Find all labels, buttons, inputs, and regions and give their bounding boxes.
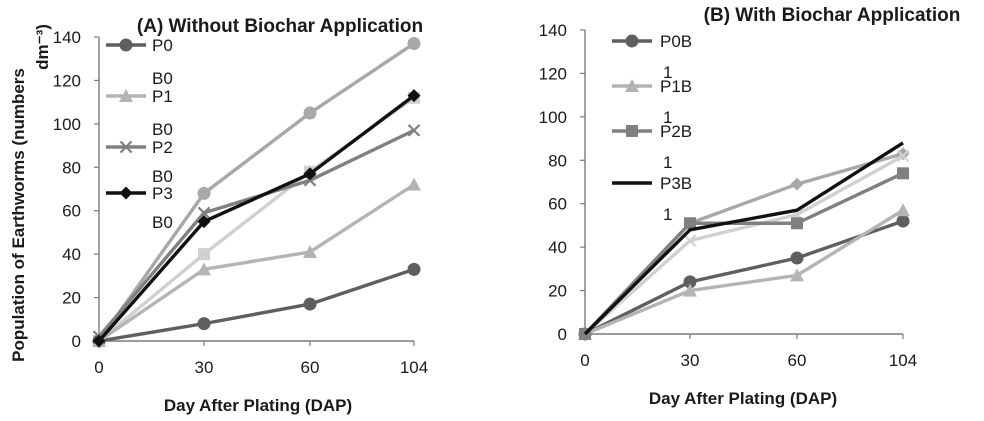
y-tick-label: 80 [62, 158, 81, 177]
unlabeled-series-point [683, 234, 697, 247]
unlabeled-series-line [97, 96, 415, 343]
legend-swatch-marker [119, 186, 133, 200]
y-tick-label: 80 [548, 151, 567, 170]
legend-label: P2B [660, 122, 692, 141]
series-point [897, 167, 909, 180]
series-point [407, 89, 421, 103]
series-point [407, 124, 421, 137]
unlabeled-series-point [198, 248, 210, 261]
y-tick-label: 140 [539, 21, 567, 40]
series-point [684, 217, 696, 230]
series-point [303, 167, 317, 181]
y-tick-label: 0 [558, 325, 567, 344]
legend-swatch-marker [626, 125, 638, 137]
legend-label: P0 [152, 36, 173, 55]
y-axis-label: Population of Earthworms (numbers [9, 68, 28, 362]
y-tick-label: 120 [53, 71, 81, 90]
series-point [407, 262, 421, 276]
series-line [98, 267, 415, 343]
legend-label: P1B [660, 77, 692, 96]
x-tick-label: 30 [681, 351, 700, 370]
unlabeled-series-line [583, 154, 904, 336]
series-point [303, 297, 317, 311]
x-tick-label: 0 [94, 358, 103, 377]
legend-swatch-marker [119, 89, 133, 102]
chart-title: (A) Without Biochar Application [137, 16, 423, 37]
series-line [583, 171, 904, 336]
y-tick-label: 140 [53, 28, 81, 47]
series-point [791, 217, 803, 230]
chart-title: (B) With Biochar Application [704, 5, 961, 26]
legend-swatch-marker [625, 34, 639, 48]
x-axis-label: Day After Plating (DAP) [164, 396, 352, 415]
legend-label-line2: B0 [152, 167, 173, 186]
legend-label-line2: 1 [663, 108, 672, 127]
legend-label: P3 [152, 184, 173, 203]
y-tick-label: 120 [539, 64, 567, 83]
series-point [896, 203, 910, 217]
y-tick-label: 60 [62, 202, 81, 221]
series-line [584, 208, 904, 336]
unlabeled-series-point [896, 149, 910, 163]
series-point [407, 177, 421, 191]
y-tick-label: 20 [62, 289, 81, 308]
series-point [790, 251, 804, 265]
series-point [683, 283, 697, 297]
series-line [98, 183, 415, 343]
series-point [790, 268, 804, 282]
y-axis-label-line2: dm⁻³) [33, 24, 52, 70]
x-tick-label: 60 [788, 351, 807, 370]
legend-label-line2: 1 [663, 63, 672, 82]
legend-label-line2: 1 [663, 205, 672, 224]
series-point [197, 215, 211, 229]
unlabeled-series-point [407, 37, 421, 51]
legend-label-line2: 1 [663, 153, 672, 172]
legend-label: P0B [660, 32, 692, 51]
legend-label-line2: B0 [152, 69, 173, 88]
y-tick-label: 100 [539, 108, 567, 127]
series-point [683, 275, 697, 289]
legend-label: P3B [660, 174, 692, 193]
series-line [583, 141, 904, 336]
x-tick-label: 0 [580, 351, 589, 370]
legend-label: P1 [152, 87, 173, 106]
legend-swatch-marker [119, 38, 133, 52]
series-point [197, 206, 211, 220]
y-tick-label: 0 [72, 332, 81, 351]
legend-swatch-marker [625, 79, 639, 92]
legend-label: P2 [152, 138, 173, 157]
unlabeled-series-point [197, 186, 211, 200]
series-point [197, 317, 211, 331]
series-line [584, 219, 904, 336]
unlabeled-series-line [97, 42, 415, 342]
y-tick-label: 40 [548, 238, 567, 257]
legend-label-line2: B0 [152, 120, 173, 139]
y-tick-label: 100 [53, 115, 81, 134]
unlabeled-series-point [790, 177, 804, 191]
x-tick-label: 104 [889, 351, 917, 370]
x-tick-label: 30 [195, 358, 214, 377]
series-line [97, 128, 415, 338]
series-line [97, 94, 416, 343]
y-tick-label: 60 [548, 195, 567, 214]
legend-swatch-marker [119, 140, 133, 154]
y-tick-label: 40 [62, 245, 81, 264]
x-tick-label: 60 [301, 358, 320, 377]
x-axis-label: Day After Plating (DAP) [649, 389, 837, 408]
series-point [303, 244, 317, 258]
series-point [197, 262, 211, 276]
y-tick-label: 20 [548, 282, 567, 301]
unlabeled-series-point [303, 106, 317, 120]
x-tick-label: 104 [400, 358, 428, 377]
series-point [92, 334, 106, 348]
legend-label-line2: B0 [152, 213, 173, 232]
series-point [896, 214, 910, 228]
